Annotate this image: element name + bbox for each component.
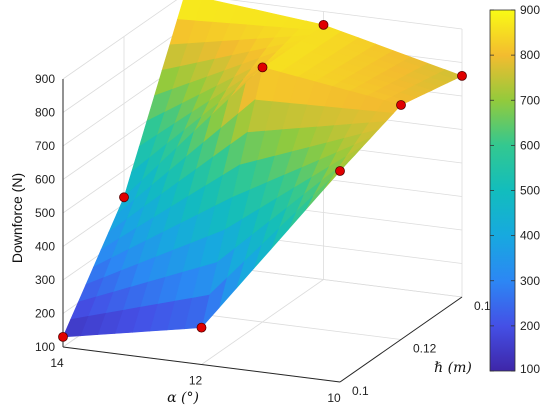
colorbar-tick-label: 600 [520, 138, 540, 152]
z-tick-label: 200 [35, 307, 55, 321]
data-point [119, 192, 129, 203]
data-markers [58, 19, 467, 342]
y-tick-label: 0.1 [352, 384, 369, 398]
data-point [335, 166, 345, 176]
z-axis-ticks: 100 200 300 400 500 600 700 800 900 [35, 72, 55, 354]
colorbar-tick-label: 800 [520, 48, 540, 62]
z-tick-label: 700 [35, 139, 55, 153]
colorbar-tick-label: 300 [520, 274, 540, 288]
surface-patch [62, 316, 89, 338]
x-axis-ticks: 14 12 10 [50, 356, 341, 405]
surface-mesh [62, 0, 463, 338]
colorbar-tick-label: 500 [520, 184, 540, 198]
z-tick-label: 800 [35, 106, 55, 120]
data-point [457, 71, 467, 81]
z-axis-label: Downforce (N) [9, 173, 25, 263]
z-tick-label: 400 [35, 240, 55, 254]
colorbar-tick-label: 400 [520, 229, 540, 243]
data-point [196, 322, 207, 333]
data-point [58, 331, 68, 342]
z-tick-label: 500 [35, 206, 55, 220]
data-point [318, 19, 329, 30]
colorbar-tick-label: 700 [520, 93, 540, 107]
z-tick-label: 100 [35, 340, 55, 354]
y-axis-ticks: 0.10.120.14 [352, 299, 498, 398]
colorbar-tick-label: 100 [520, 362, 540, 376]
x-axis-label: α (°) [167, 390, 199, 406]
colorbar-tick-label: 200 [520, 319, 540, 333]
x-tick-label: 14 [50, 356, 64, 370]
x-tick-label: 12 [189, 374, 203, 388]
z-tick-label: 900 [35, 72, 55, 86]
y-axis-label: ℏ (m) [434, 360, 472, 376]
data-point [396, 100, 406, 110]
data-point [257, 62, 268, 73]
colorbar-ticks: 100 200 300 400 500 600 700 800 900 [490, 3, 540, 376]
y-tick-label: 0.12 [413, 342, 437, 356]
x-tick-label: 10 [327, 391, 341, 405]
colorbar-tick-label: 900 [520, 3, 540, 17]
z-tick-label: 600 [35, 173, 55, 187]
z-tick-label: 300 [35, 273, 55, 287]
